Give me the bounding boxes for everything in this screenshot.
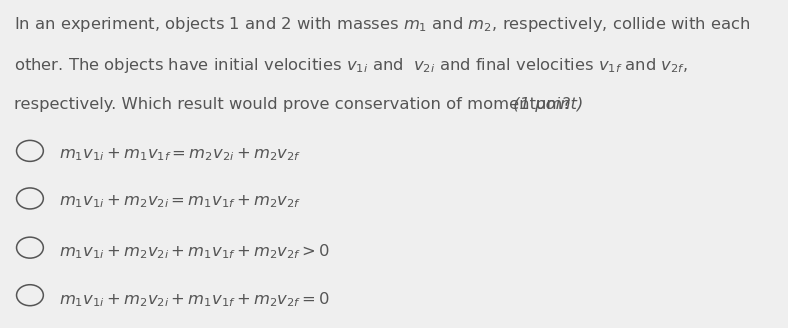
- Text: $m_1v_{1i} + m_2v_{2i} + m_1v_{1f} + m_2v_{2f} > 0$: $m_1v_{1i} + m_2v_{2i} + m_1v_{1f} + m_2…: [59, 243, 330, 261]
- Text: $m_1v_{1i} + m_2v_{2i} + m_1v_{1f} + m_2v_{2f} = 0$: $m_1v_{1i} + m_2v_{2i} + m_1v_{1f} + m_2…: [59, 290, 330, 309]
- Text: $m_1v_{1i} + m_1v_{1f} = m_2v_{2i} + m_2v_{2f}$: $m_1v_{1i} + m_1v_{1f} = m_2v_{2i} + m_2…: [59, 146, 301, 163]
- Text: respectively. Which result would prove conservation of momentum?: respectively. Which result would prove c…: [14, 97, 571, 112]
- Text: $m_1v_{1i} + m_2v_{2i} = m_1v_{1f} + m_2v_{2f}$: $m_1v_{1i} + m_2v_{2i} = m_1v_{1f} + m_2…: [59, 194, 301, 210]
- Text: (1 point): (1 point): [508, 97, 583, 112]
- Text: In an experiment, objects 1 and 2 with masses $m_1$ and $m_2$, respectively, col: In an experiment, objects 1 and 2 with m…: [14, 15, 751, 34]
- Text: other. The objects have initial velocities $v_{1i}$ and  $v_{2i}$ and final velo: other. The objects have initial velociti…: [14, 56, 688, 75]
